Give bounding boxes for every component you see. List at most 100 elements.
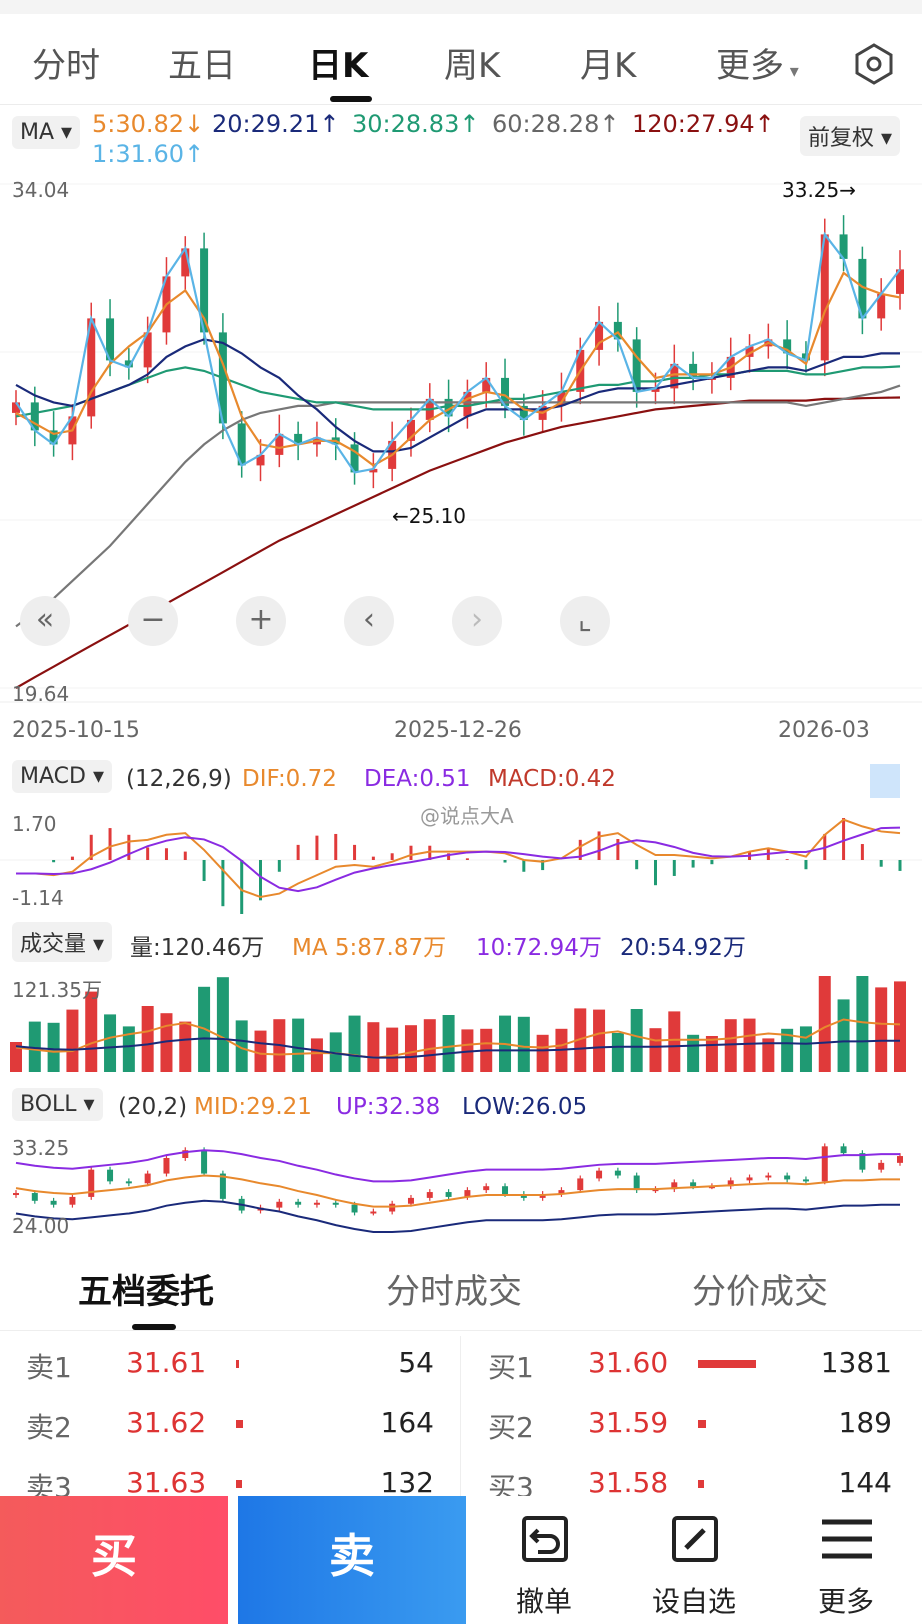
- undo-icon: [522, 1516, 568, 1562]
- detail-tabs: 五档委托 分时成交 分价成交: [0, 1240, 922, 1331]
- more-button[interactable]: 更多: [776, 1496, 916, 1624]
- adjust-selector[interactable]: 前复权 ▾: [800, 116, 901, 156]
- bid-volume-bar: [698, 1420, 706, 1428]
- date-label-mid: 2025-12-26: [394, 718, 522, 743]
- boll-mid-line: [15, 1174, 900, 1208]
- boll-candle-body: [765, 1175, 772, 1178]
- dif-line: [16, 818, 901, 898]
- tab-monthly-k[interactable]: 月K: [580, 46, 637, 86]
- boll-candle-body: [107, 1169, 114, 1182]
- macd-axis-top: 1.70: [12, 812, 57, 836]
- boll-candle-body: [163, 1158, 170, 1174]
- ask-volume: 54: [398, 1346, 434, 1379]
- candle-body: [350, 444, 359, 473]
- candle-body: [200, 248, 209, 333]
- cancel-order-button[interactable]: 撤单: [474, 1496, 614, 1624]
- tab-order-book[interactable]: 五档委托: [78, 1272, 214, 1312]
- tab-five-day[interactable]: 五日: [168, 46, 236, 86]
- boll-candle-body: [633, 1175, 640, 1191]
- candle-body: [557, 391, 566, 406]
- ma5-value: 5:30.82↓: [92, 110, 205, 138]
- ask-volume: 132: [380, 1466, 434, 1499]
- tab-intraday[interactable]: 分时: [32, 46, 100, 86]
- volume-bar: [386, 1027, 399, 1072]
- volume-bar: [160, 1013, 173, 1072]
- volume-bar: [724, 1019, 737, 1072]
- tab-price-trades[interactable]: 分价成交: [692, 1272, 828, 1312]
- boll-up: UP:32.38: [336, 1094, 441, 1120]
- bid-row[interactable]: 买1 31.60 1381: [462, 1346, 922, 1402]
- ma30-value: 30:28.83↑: [352, 110, 480, 138]
- bid-volume-bar: [698, 1360, 756, 1368]
- zoom-out-button[interactable]: −: [128, 596, 178, 646]
- ask-row[interactable]: 卖2 31.62 164: [0, 1406, 460, 1462]
- volume-selector[interactable]: 成交量 ▾: [12, 922, 113, 962]
- boll-candle-body: [144, 1173, 151, 1184]
- tab-daily-k[interactable]: 日K: [308, 46, 369, 86]
- boll-candle-body: [821, 1146, 828, 1182]
- volume-bar: [593, 1009, 606, 1072]
- macd-dif: DIF:0.72: [242, 766, 337, 792]
- scroll-right-button[interactable]: ›: [452, 596, 502, 646]
- candle-body: [839, 234, 848, 259]
- dea-line: [16, 826, 901, 893]
- boll-selector[interactable]: BOLL ▾: [12, 1088, 103, 1121]
- scroll-start-button[interactable]: «: [20, 596, 70, 646]
- menu-icon: [822, 1519, 872, 1559]
- ask-volume: 164: [380, 1406, 434, 1439]
- candle-body: [106, 318, 115, 361]
- volume-bar: [743, 1018, 756, 1072]
- macd-info-badge[interactable]: [870, 764, 900, 798]
- zoom-in-button[interactable]: +: [236, 596, 286, 646]
- boll-candle-body: [426, 1192, 433, 1198]
- candle-body: [463, 391, 472, 417]
- volume-bar: [818, 976, 831, 1072]
- date-label-start: 2025-10-15: [12, 718, 140, 743]
- bid-price: 31.58: [588, 1466, 669, 1499]
- candle-body: [858, 258, 867, 319]
- more-label: 更多: [817, 1585, 874, 1618]
- boll-candle-body: [125, 1181, 132, 1184]
- boll-candle-body: [577, 1178, 584, 1191]
- boll-candle-body: [313, 1202, 320, 1205]
- boll-candle-body: [483, 1186, 490, 1191]
- candle-body: [87, 318, 96, 417]
- boll-candle-body: [671, 1182, 678, 1190]
- fullscreen-button[interactable]: ⌞: [560, 596, 610, 646]
- tab-more[interactable]: 更多 ▾: [716, 46, 799, 86]
- volume-bar: [85, 991, 98, 1072]
- settings-hexagon-icon[interactable]: [852, 42, 896, 86]
- boll-candle-body: [50, 1200, 57, 1205]
- volume-bar: [649, 1028, 662, 1072]
- period-tabs: 分时 五日 日K 周K 月K 更多 ▾: [0, 14, 922, 105]
- bid-row[interactable]: 买2 31.59 189: [462, 1406, 922, 1462]
- boll-candle-body: [897, 1156, 903, 1163]
- scroll-left-button[interactable]: ‹: [344, 596, 394, 646]
- volume-bar: [423, 1019, 436, 1072]
- buy-button[interactable]: 买: [0, 1496, 228, 1624]
- bid-volume: 144: [838, 1466, 892, 1499]
- add-watchlist-label: 设自选: [651, 1585, 736, 1618]
- candle-body: [783, 339, 792, 354]
- volume-bar: [781, 1028, 794, 1072]
- ask-row[interactable]: 卖1 31.61 54: [0, 1346, 460, 1402]
- volume-ma5-line: [15, 1018, 901, 1060]
- volume-bar: [179, 1021, 192, 1072]
- macd-selector[interactable]: MACD ▾: [12, 760, 112, 793]
- bid-label: 买2: [488, 1411, 534, 1444]
- price-axis-top: 34.04: [12, 178, 70, 202]
- volume-bar: [28, 1021, 41, 1072]
- sell-button[interactable]: 卖: [238, 1496, 466, 1624]
- candle-body: [124, 360, 133, 368]
- boll-candle-body: [690, 1182, 697, 1187]
- price-chart[interactable]: [0, 172, 922, 708]
- ask-label: 卖2: [26, 1411, 72, 1444]
- candle-body: [30, 402, 39, 431]
- boll-candle-body: [596, 1170, 603, 1179]
- ma-selector[interactable]: MA ▾: [12, 116, 81, 149]
- volume-bar: [367, 1022, 380, 1072]
- candle-body: [519, 405, 528, 420]
- tab-weekly-k[interactable]: 周K: [444, 46, 501, 86]
- tab-time-trades[interactable]: 分时成交: [386, 1272, 522, 1312]
- add-watchlist-button[interactable]: 设自选: [624, 1496, 764, 1624]
